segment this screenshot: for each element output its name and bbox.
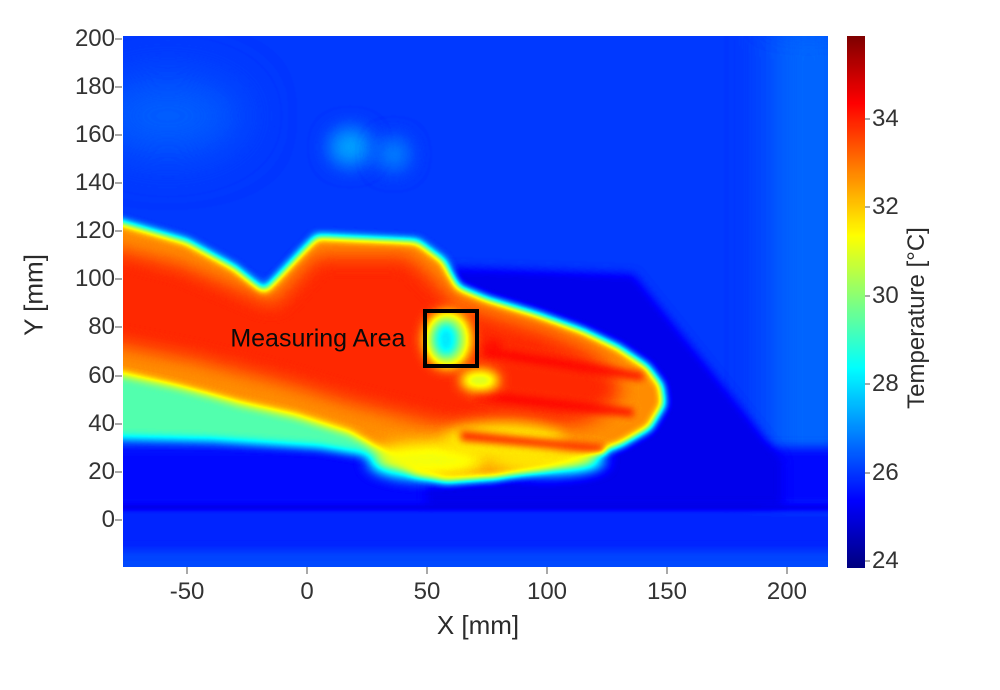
x-tick-label: 0 [300,578,314,605]
y-tick-label: 40 [88,409,115,437]
y-tick-mark [115,326,122,329]
y-tick-mark [115,182,122,185]
x-tick-mark [186,567,189,574]
thermal-image-canvas [123,36,828,567]
colorbar-tick-label: 28 [872,370,899,398]
x-axis-title: X [mm] [436,610,520,640]
colorbar-tick-label: 34 [872,104,899,132]
y-tick-label: 140 [74,169,115,197]
measuring-area-box [422,308,480,368]
y-tick-mark [115,37,122,40]
y-tick-label: 0 [101,505,115,533]
y-tick-mark [115,230,122,233]
x-tick-mark [546,567,548,574]
colorbar-tick-mark [864,383,870,386]
colorbar-title: Temperature [°C] [903,227,930,409]
colorbar-tick-label: 26 [872,458,899,486]
colorbar-gradient [847,36,865,568]
x-tick-mark [426,567,429,574]
y-tick-label: 200 [74,24,115,52]
x-tick-label: 50 [413,578,441,605]
x-tick-mark [785,567,788,574]
colorbar-tick-mark [864,560,870,563]
measuring-area-label: Measuring Area [230,324,406,353]
heatmap-plot-area: Measuring Area [123,36,828,567]
x-tick-label: -50 [169,578,205,605]
x-tick-mark [665,567,668,574]
y-tick-mark [115,422,122,425]
y-tick-label: 60 [88,361,115,389]
x-tick-label: 150 [646,578,688,605]
y-tick-label: 100 [74,265,115,293]
y-tick-label: 180 [74,72,115,100]
y-tick-label: 160 [74,121,115,149]
x-tick-label: 100 [526,578,568,605]
y-axis-title: Y [mm] [18,254,49,336]
colorbar-tick-label: 24 [872,547,899,575]
y-tick-label: 20 [88,457,115,485]
y-tick-mark [115,374,122,377]
colorbar-tick-mark [864,294,870,297]
colorbar-tick-mark [864,117,870,120]
x-tick-label: 200 [766,578,807,605]
y-tick-label: 120 [74,217,115,245]
colorbar-tick-label: 32 [872,193,899,221]
y-tick-mark [115,470,122,473]
colorbar-tick-mark [864,206,870,209]
y-tick-mark [115,134,122,137]
colorbar-tick-mark [864,471,870,474]
y-tick-label: 80 [88,313,115,341]
y-tick-mark [115,278,122,281]
y-tick-mark [115,518,122,521]
x-tick-mark [306,567,309,574]
y-tick-mark [115,85,122,88]
colorbar-tick-label: 30 [872,281,899,309]
